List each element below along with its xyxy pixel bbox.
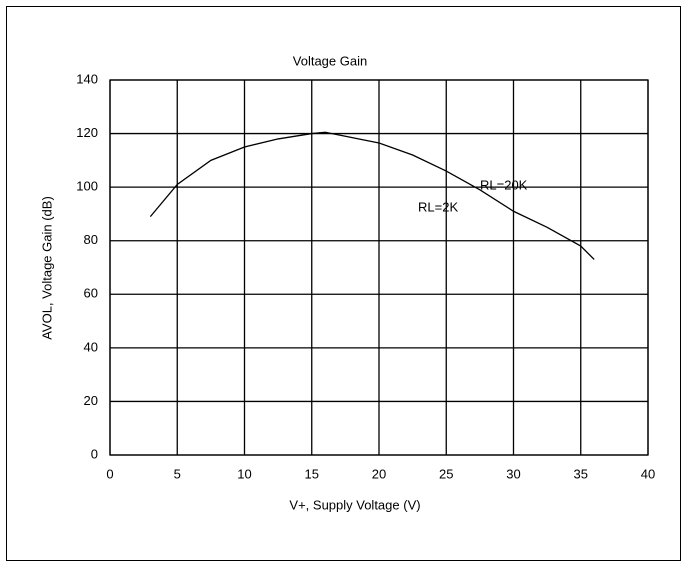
plot-border — [109, 79, 649, 456]
x-tick-label: 15 — [305, 466, 319, 481]
x-tick-label: 30 — [506, 466, 520, 481]
y-tick-label: 0 — [91, 446, 98, 461]
x-tick-label: 10 — [237, 466, 251, 481]
x-tick-label: 40 — [641, 466, 655, 481]
chart-title: Voltage Gain — [293, 53, 367, 68]
y-tick-label: 120 — [76, 125, 98, 140]
x-tick-label: 5 — [174, 466, 181, 481]
y-tick-label: 80 — [84, 232, 98, 247]
data-line — [149, 131, 595, 260]
x-tick-label: 35 — [574, 466, 588, 481]
x-tick-label: 0 — [106, 466, 113, 481]
y-tick-label: 100 — [76, 179, 98, 194]
y-tick-label: 20 — [84, 393, 98, 408]
x-tick-label: 25 — [439, 466, 453, 481]
annotation: RL=2K — [418, 199, 458, 214]
frame — [6, 6, 681, 561]
y-tick-label: 60 — [84, 286, 98, 301]
x-tick-label: 20 — [372, 466, 386, 481]
x-axis-label: V+, Supply Voltage (V) — [289, 497, 420, 512]
y-tick-label: 140 — [76, 71, 98, 86]
y-tick-label: 40 — [84, 339, 98, 354]
annotation: RL=20K — [480, 177, 528, 192]
y-axis-label: AVOL, Voltage Gain (dB) — [39, 196, 54, 340]
